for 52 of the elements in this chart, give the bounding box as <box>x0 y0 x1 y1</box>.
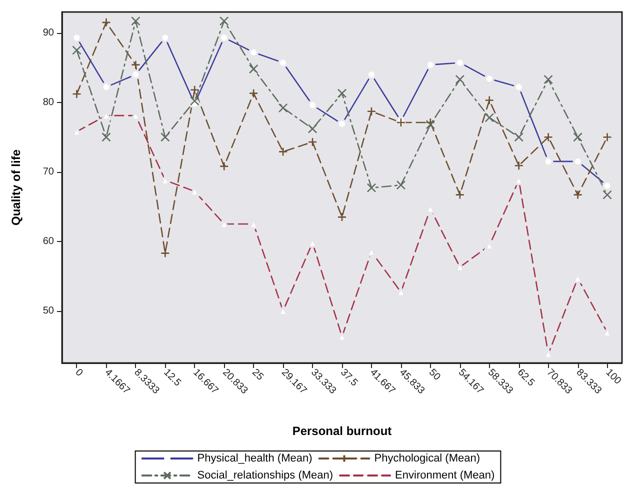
x-tick-label: 0 <box>72 367 85 380</box>
point <box>455 74 465 84</box>
point <box>484 112 494 122</box>
legend-label: Environment (Mean) <box>395 470 495 482</box>
point <box>72 89 82 99</box>
x-tick-label: 62.5 <box>514 367 537 389</box>
point <box>337 212 347 222</box>
point <box>602 190 612 200</box>
point <box>190 96 200 106</box>
point <box>484 96 494 105</box>
point <box>514 160 524 170</box>
x-tick-label: 25 <box>250 367 266 384</box>
point <box>131 60 140 70</box>
point <box>72 46 82 55</box>
point <box>337 88 347 98</box>
point <box>131 16 140 26</box>
point <box>102 132 111 142</box>
y-tick-label: 80 <box>42 96 54 108</box>
y-tick-label: 70 <box>42 166 54 178</box>
y-tick-label: 50 <box>42 305 54 316</box>
y-tick-label: 90 <box>42 27 54 38</box>
point <box>544 132 553 142</box>
point <box>573 190 582 200</box>
point <box>366 106 376 116</box>
point <box>278 103 288 113</box>
point <box>190 85 200 94</box>
legend-label: Social_relationships (Mean) <box>197 470 334 482</box>
legend-label: Physical_health (Mean) <box>197 452 312 464</box>
point <box>219 16 229 26</box>
point <box>602 132 612 142</box>
point <box>102 18 111 28</box>
point <box>396 180 406 190</box>
point <box>278 147 288 156</box>
point <box>573 132 582 142</box>
point <box>248 64 258 74</box>
point <box>219 162 229 171</box>
y-axis-title: Quality of life <box>9 149 23 226</box>
x-axis-title: Personal burnout <box>292 424 392 438</box>
y-tick-label: 60 <box>42 236 54 247</box>
x-tick-label: 12.5 <box>161 367 184 389</box>
point <box>248 88 258 98</box>
point <box>455 190 465 200</box>
point <box>366 183 376 192</box>
point <box>160 132 170 142</box>
point <box>544 74 553 84</box>
x-tick-label: 37.5 <box>338 367 360 389</box>
legend-label: Phychological (Mean) <box>374 452 480 464</box>
x-tick-label: 50 <box>426 367 442 384</box>
point <box>308 124 318 134</box>
point <box>308 137 318 147</box>
point <box>514 132 524 142</box>
x-tick-label: 100 <box>603 367 624 387</box>
